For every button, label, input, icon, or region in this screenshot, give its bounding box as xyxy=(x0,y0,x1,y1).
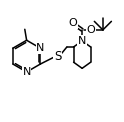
Text: O: O xyxy=(86,25,95,35)
Text: N: N xyxy=(36,43,45,53)
Text: N: N xyxy=(22,67,31,77)
Text: N: N xyxy=(78,36,86,46)
Text: O: O xyxy=(69,18,77,28)
Text: S: S xyxy=(54,50,61,63)
